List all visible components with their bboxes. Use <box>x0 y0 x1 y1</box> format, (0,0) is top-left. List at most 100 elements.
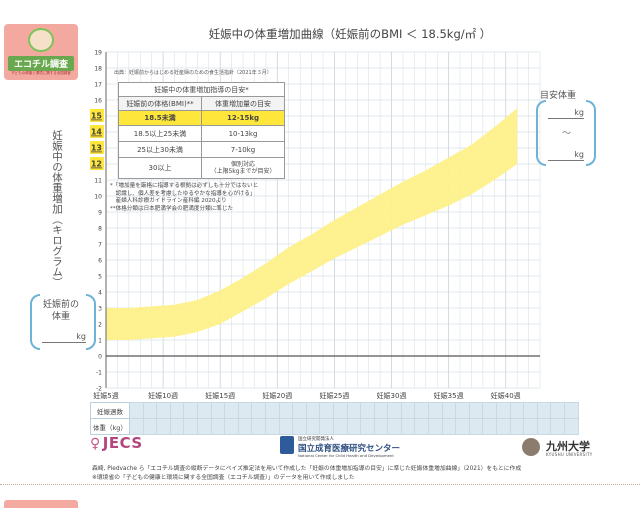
record-cell[interactable] <box>142 418 158 435</box>
record-cell[interactable] <box>237 418 253 435</box>
record-cell[interactable] <box>332 418 348 435</box>
guide-row-bmi: 25以上30未満 <box>118 141 202 158</box>
record-cell[interactable] <box>509 402 525 419</box>
record-cell[interactable] <box>455 402 470 419</box>
record-cell[interactable] <box>319 418 334 435</box>
record-cell[interactable] <box>169 418 185 435</box>
pre-weight-field[interactable]: kg <box>42 332 86 343</box>
record-cell[interactable] <box>373 418 389 435</box>
y-tick-label: 17 <box>94 82 102 89</box>
weight-guide-table: 妊娠中の体重増加指導の目安* 妊娠前の体格(BMI)** 体重増加量の目安 18… <box>118 82 285 179</box>
record-cell[interactable] <box>455 418 470 435</box>
record-cell[interactable] <box>196 418 212 435</box>
record-cell[interactable] <box>523 402 538 419</box>
target-weight-tilde: ～ <box>562 129 572 139</box>
record-cell[interactable] <box>550 418 565 435</box>
record-cell[interactable] <box>564 418 579 435</box>
record-cell[interactable] <box>428 418 443 435</box>
record-cell[interactable] <box>264 402 280 419</box>
record-cell[interactable] <box>400 402 416 419</box>
record-cell[interactable] <box>129 402 144 419</box>
x-tick-label: 妊娠40週 <box>491 391 521 400</box>
logo-tagline: 子どもの健康と環境に関する全国調査 <box>11 71 71 75</box>
y-tick-label: 16 <box>94 98 102 105</box>
y-tick-label: 4 <box>98 290 102 297</box>
record-cell[interactable] <box>210 402 226 419</box>
record-cell[interactable] <box>360 418 375 435</box>
ncchd-logo-small: 国立研究開発法人 <box>298 437 334 442</box>
record-cell[interactable] <box>496 418 511 435</box>
kyushu-logo-en: KYUSHU UNIVERSITY <box>546 452 593 457</box>
guide-row-gain: 7-10kg <box>201 141 285 158</box>
record-cell[interactable] <box>210 418 226 435</box>
record-cell[interactable] <box>509 418 525 435</box>
record-cell[interactable] <box>441 402 457 419</box>
target-weight-title: 目安体重 <box>540 91 577 101</box>
guide-row-gain-main: 個別対応 <box>230 160 255 168</box>
record-cell[interactable] <box>251 418 266 435</box>
record-cell[interactable] <box>305 402 321 419</box>
record-cell[interactable] <box>224 418 239 435</box>
y-tick-label: -2 <box>96 386 102 393</box>
record-row-weight: 体重（kg） <box>90 418 579 435</box>
record-cell[interactable] <box>414 418 430 435</box>
y-tick-label: 15 <box>91 112 103 121</box>
x-tick-label: 妊娠35週 <box>434 391 464 400</box>
record-cell[interactable] <box>346 418 362 435</box>
record-cell[interactable] <box>278 402 294 419</box>
record-cell[interactable] <box>550 402 565 419</box>
guide-row-bmi: 30以上 <box>118 157 202 179</box>
y-tick-label: 3 <box>98 306 102 313</box>
record-cell[interactable] <box>373 402 389 419</box>
record-cell[interactable] <box>482 418 498 435</box>
record-cell[interactable] <box>264 418 280 435</box>
kyushu-emblem-icon <box>522 438 540 456</box>
target-weight-lower-field[interactable]: kg <box>548 150 584 161</box>
record-cell[interactable] <box>319 402 334 419</box>
record-cell[interactable] <box>387 418 402 435</box>
record-cell[interactable] <box>468 402 484 419</box>
record-cell[interactable] <box>428 402 443 419</box>
record-cell[interactable] <box>156 402 171 419</box>
record-cell[interactable] <box>183 402 198 419</box>
record-cell[interactable] <box>346 402 362 419</box>
record-cell[interactable] <box>183 418 198 435</box>
record-cell[interactable] <box>496 402 511 419</box>
record-cell[interactable] <box>305 418 321 435</box>
record-cell[interactable] <box>523 418 538 435</box>
record-cell[interactable] <box>237 402 253 419</box>
record-cell[interactable] <box>332 402 348 419</box>
record-cell[interactable] <box>224 402 239 419</box>
y-tick-label: 10 <box>94 194 102 201</box>
target-weight-upper-field[interactable]: kg <box>548 108 584 119</box>
record-cell[interactable] <box>156 418 171 435</box>
record-cell[interactable] <box>142 402 158 419</box>
record-cell[interactable] <box>400 418 416 435</box>
ncchd-logo-name: 国立成育医療研究センター <box>298 444 401 454</box>
record-cell[interactable] <box>468 418 484 435</box>
footer-note: ※環境省の「子どもの健康と環境に関する全国調査（エコチル調査）」のデータを用いて… <box>92 475 355 481</box>
record-cell[interactable] <box>414 402 430 419</box>
family-icon: ♀ <box>90 436 101 452</box>
guide-footnotes: *「増加量を厳格に指導する根拠は必ずしも十分ではないと 認識し、個人差を考慮した… <box>110 183 258 213</box>
record-cell[interactable] <box>441 418 457 435</box>
x-tick-label: 妊娠30週 <box>377 391 407 400</box>
record-cell[interactable] <box>536 402 552 419</box>
guide-row-gain: 10-13kg <box>201 125 285 142</box>
record-cell[interactable] <box>564 402 579 419</box>
record-cell[interactable] <box>360 402 375 419</box>
record-cell[interactable] <box>169 402 185 419</box>
record-cell[interactable] <box>482 402 498 419</box>
y-tick-label: 19 <box>94 50 102 57</box>
ncchd-logo-en: National Center for Child Health and Dev… <box>298 453 394 458</box>
record-cell[interactable] <box>129 418 144 435</box>
jecs-logo: ♀ JECS <box>90 434 143 452</box>
record-cell[interactable] <box>536 418 552 435</box>
record-cell[interactable] <box>292 402 307 419</box>
record-cell[interactable] <box>251 402 266 419</box>
record-cell[interactable] <box>196 402 212 419</box>
record-cell[interactable] <box>278 418 294 435</box>
record-cell[interactable] <box>387 402 402 419</box>
record-cell[interactable] <box>292 418 307 435</box>
